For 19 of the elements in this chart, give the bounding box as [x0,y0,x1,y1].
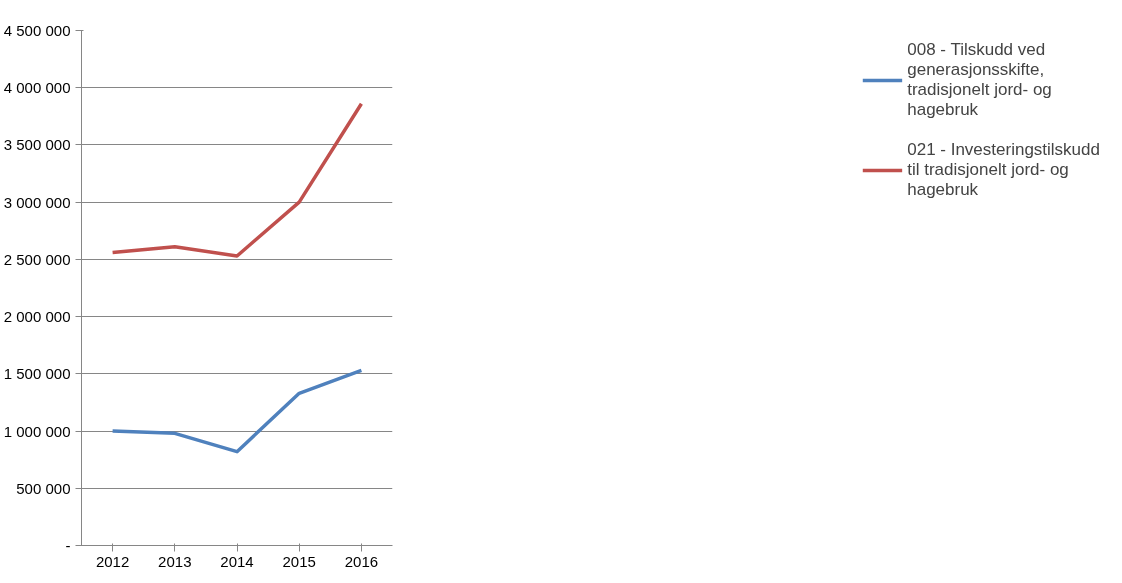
y-tick-label: 3 000 000 [3,193,71,211]
y-tick-label: 2 500 000 [3,250,71,268]
y-tick-label: 1 500 000 [3,365,71,383]
x-tick-label: 2014 [220,552,254,570]
x-tick-label: 2016 [344,552,379,570]
y-tick-label: 1 000 000 [3,422,71,440]
legend-label: 008 - Tilskudd ved generasjonsskifte, tradisjonelt jord- og hagebruk [907,40,1052,120]
legend-label: 021 - Investeringstilskudd til tradisjonelt jord- og hagebruk [907,140,1100,200]
x-tick-label: 2013 [158,552,192,570]
y-tick-label: 4 500 000 [3,22,71,39]
y-tick-label: 500 000 [16,479,71,497]
y-tick-label: 2 000 000 [3,308,71,326]
x-tick-label: 2015 [282,552,316,570]
line-series [110,101,364,258]
line-series [110,368,364,454]
y-tick-label: 3 500 000 [3,136,71,154]
y-tick-label: - [65,537,71,554]
y-tick-label: 4 000 000 [3,79,71,97]
x-tick-label: 2012 [95,552,130,570]
